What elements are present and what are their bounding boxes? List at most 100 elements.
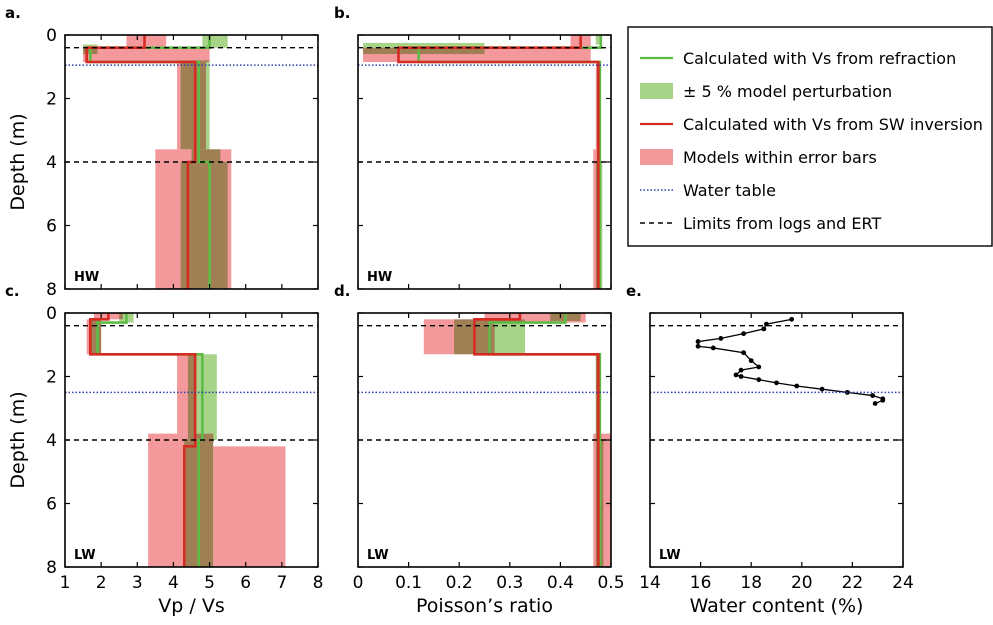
panel-1: 0 2 4 6 8 a. HW Depth (m) (5, 4, 319, 300)
y-tick-label: 4 (46, 153, 57, 173)
y-tick-label: 8 (46, 558, 57, 578)
legend-item: Models within error bars (640, 148, 877, 167)
water-content-point (756, 364, 762, 370)
x-tick-label: 18 (740, 573, 762, 593)
water-content-point (872, 401, 878, 406)
legend-label: Models within error bars (683, 148, 877, 167)
x-tick-label: 0.4 (547, 573, 574, 593)
water-content-point (710, 345, 716, 351)
refraction-line (417, 35, 603, 289)
error-bar-model-box (213, 446, 286, 567)
error-bar-model-box (83, 47, 210, 62)
water-content-point (695, 339, 701, 344)
legend-label: Limits from logs and ERT (683, 214, 881, 233)
legend-item: Calculated with Vs from SW inversion (640, 115, 983, 134)
plot-area (650, 316, 903, 441)
refraction-line (488, 313, 602, 567)
y-axis-title: Depth (m) (7, 391, 29, 488)
plot-area (65, 313, 318, 567)
water-content-point (733, 372, 739, 378)
y-tick-label: 8 (46, 280, 57, 300)
water-content-point (761, 326, 767, 332)
perturbation-box (202, 35, 228, 48)
sw-inversion-line (397, 35, 600, 289)
y-tick-label: 6 (46, 217, 57, 237)
legend-label: Calculated with Vs from refraction (683, 49, 956, 68)
legend-patch (640, 149, 673, 165)
panel-5: 14 16 18 20 22 24 e. LW Water content (%) (626, 282, 914, 617)
water-content-point (718, 336, 724, 341)
legend-patch (640, 83, 673, 99)
y-tick-label: 2 (46, 368, 57, 388)
y-tick-label: 2 (46, 90, 57, 110)
water-content-point (789, 316, 795, 322)
perturbation-box (90, 319, 102, 355)
legend: Calculated with Vs from refraction ± 5 % … (627, 26, 993, 247)
legend-item: Water table (640, 181, 776, 200)
water-content-point (748, 358, 754, 364)
x-tick-label: 2 (96, 573, 107, 593)
sw-inversion-line (85, 35, 197, 289)
water-content-point (738, 367, 744, 373)
x-tick-label: 24 (892, 573, 914, 593)
error-bar-model-box (126, 35, 167, 48)
legend-label: ± 5 % model perturbation (683, 82, 892, 101)
legend-label: Calculated with Vs from SW inversion (683, 115, 983, 134)
x-axis-title: Poisson’s ratio (416, 595, 553, 617)
legend-item: Limits from logs and ERT (640, 214, 881, 233)
plot-area (65, 35, 318, 289)
water-content-point (738, 374, 744, 379)
panel-tag: HW (367, 270, 392, 285)
legend-box (627, 26, 993, 247)
panel-letter: b. (334, 4, 350, 22)
x-tick-label: 3 (132, 573, 143, 593)
legend-item: ± 5 % model perturbation (640, 82, 892, 101)
x-tick-label: 22 (842, 573, 864, 593)
panel-tag: LW (659, 548, 681, 563)
water-content-point (819, 386, 825, 392)
y-axis-title: Depth (m) (7, 113, 29, 210)
x-tick-label: 0.5 (597, 573, 624, 593)
sw-inversion-line (89, 313, 197, 567)
y-tick-label: 4 (46, 431, 57, 451)
x-tick-label: 1 (60, 573, 71, 593)
x-axis-title: Water content (%) (690, 595, 864, 617)
y-tick-label: 6 (46, 495, 57, 515)
x-tick-label: 14 (639, 573, 661, 593)
plot-area (358, 35, 611, 289)
panel-4: 0 0.1 0.2 0.3 0.4 0.5 d. LW Poisson’s ratio (334, 282, 625, 617)
panel-tag: HW (74, 270, 99, 285)
panel-2: b. HW (334, 4, 612, 290)
y-tick-label: 0 (46, 26, 57, 46)
x-tick-label: 6 (240, 573, 251, 593)
water-content-point (741, 350, 747, 356)
panel-letter: e. (626, 282, 642, 300)
x-tick-label: 5 (204, 573, 215, 593)
panel-letter: d. (334, 282, 350, 300)
plot-area (358, 313, 611, 567)
error-bar-model-box (484, 313, 586, 323)
x-tick-label: 0.3 (496, 573, 523, 593)
water-content-point (880, 397, 886, 403)
water-content-point (774, 380, 779, 386)
x-tick-label: 0.2 (446, 573, 473, 593)
x-tick-label: 0.1 (395, 573, 422, 593)
sw-inversion-line (473, 313, 600, 567)
y-tick-label: 0 (46, 304, 57, 324)
panel-3: 1 2 3 4 5 6 7 8 0 2 4 6 8 c. LW Depth (m) Vp / Vs (5, 282, 323, 617)
x-tick-label: 16 (690, 573, 712, 593)
panel-tag: LW (367, 548, 389, 563)
panel-letter: a. (5, 4, 21, 22)
perturbation-box (595, 35, 601, 45)
water-content-point (741, 331, 747, 337)
x-tick-label: 7 (276, 573, 287, 593)
legend-item: Calculated with Vs from refraction (640, 49, 956, 68)
water-content-point (794, 383, 800, 389)
water-content-point (695, 343, 701, 349)
x-tick-label: 20 (791, 573, 813, 593)
panel-tag: LW (74, 548, 96, 563)
water-content-point (756, 377, 762, 383)
x-tick-label: 0 (353, 573, 364, 593)
